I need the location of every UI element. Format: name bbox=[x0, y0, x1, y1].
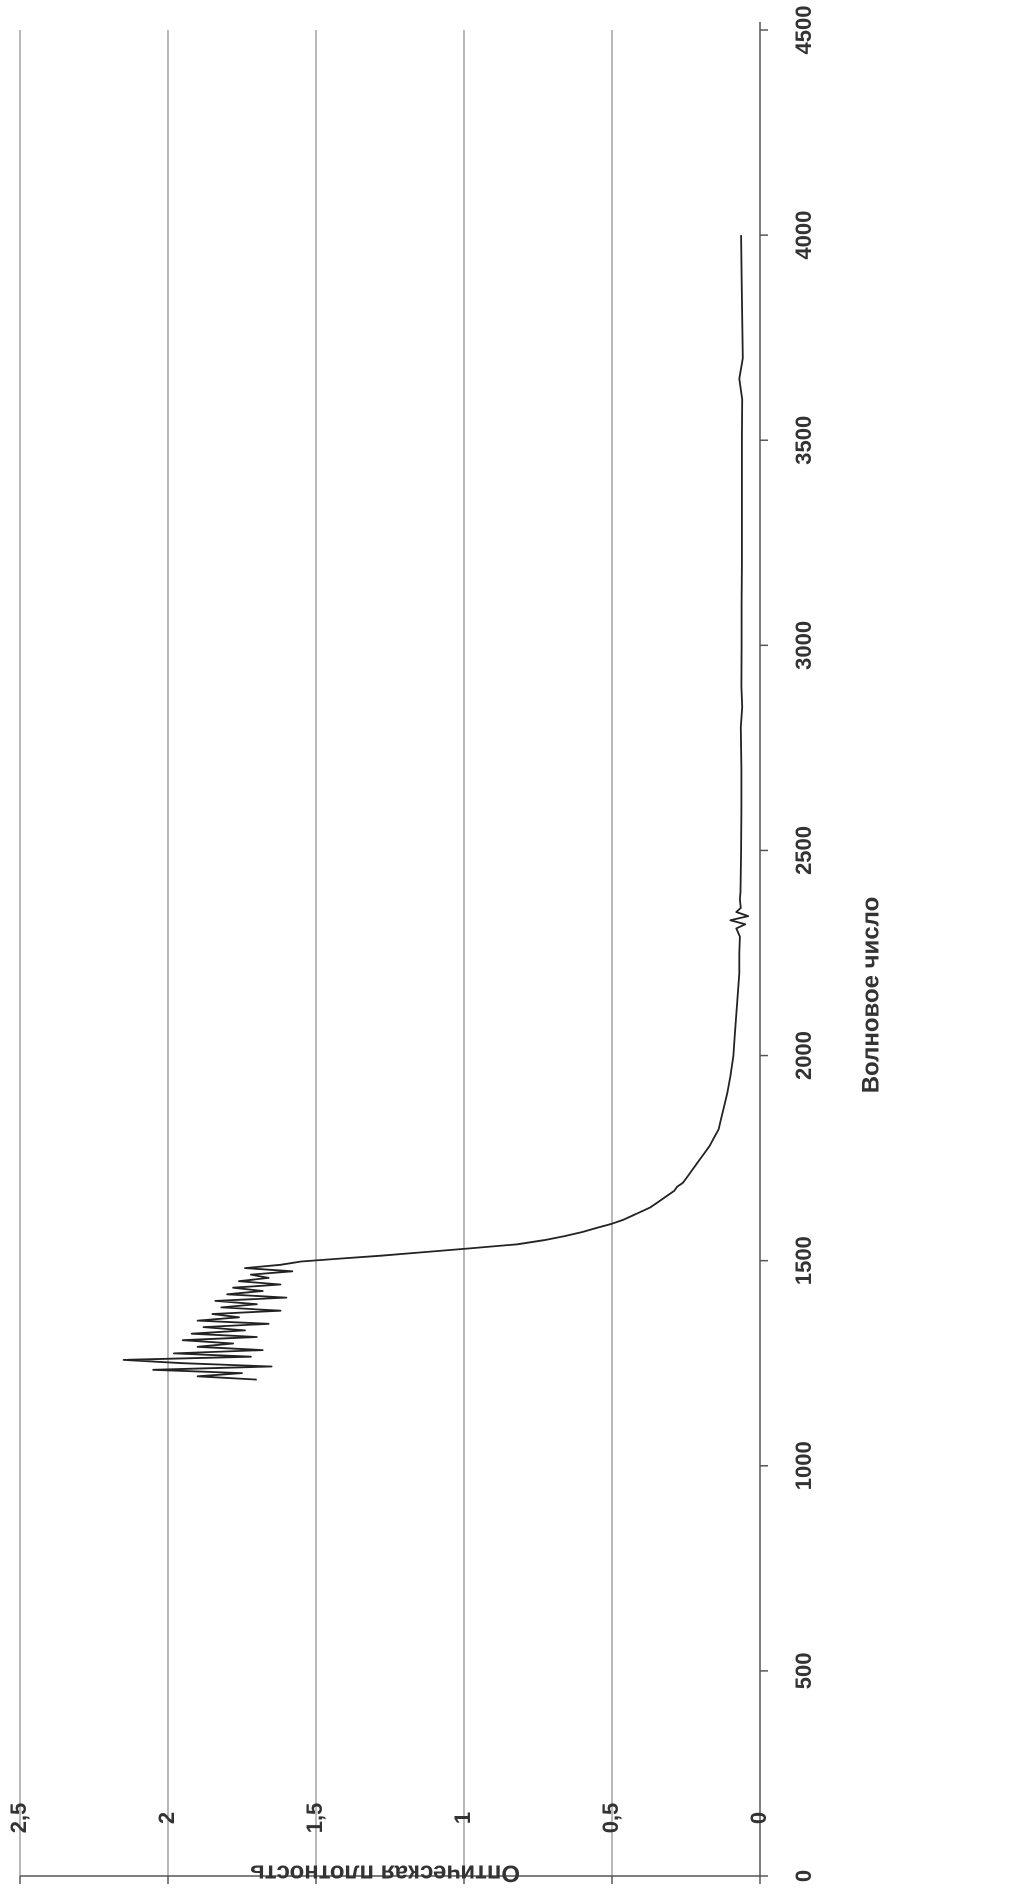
y-tick-label-3: 1,5 bbox=[302, 1803, 327, 1834]
y-tick-label-5: 2,5 bbox=[6, 1803, 31, 1834]
x-tick-label-8: 4000 bbox=[791, 211, 816, 260]
x-tick-label-9: 4500 bbox=[791, 6, 816, 55]
x-tick-label-2: 1000 bbox=[791, 1441, 816, 1490]
y-tick-label-2: 1 bbox=[450, 1812, 475, 1824]
axis-layer bbox=[19, 22, 768, 1884]
y-tick-label-0: 0 bbox=[746, 1812, 771, 1824]
grid-layer bbox=[19, 30, 613, 1876]
y-tick-label-4: 2 bbox=[154, 1812, 179, 1824]
series-line-0 bbox=[122, 235, 750, 1381]
x-tick-label-0: 0 bbox=[791, 1870, 816, 1882]
series-layer bbox=[122, 235, 750, 1381]
x-tick-label-1: 500 bbox=[791, 1653, 816, 1690]
label-layer: 0 500 1000 1500 2000 2500 3000 3500 4000 4500 0 0,5… bbox=[6, 6, 816, 1883]
x-tick-label-7: 3500 bbox=[791, 416, 816, 465]
y-axis-title: Оптическая плотность bbox=[250, 1860, 520, 1887]
x-tick-label-3: 1500 bbox=[791, 1236, 816, 1285]
y-tick-label-1: 0,5 bbox=[598, 1803, 623, 1834]
x-tick-label-4: 2000 bbox=[791, 1031, 816, 1080]
x-tick-label-5: 2500 bbox=[791, 826, 816, 875]
x-tick-label-6: 3000 bbox=[791, 621, 816, 670]
x-axis-title: Волновое число bbox=[857, 897, 884, 1094]
